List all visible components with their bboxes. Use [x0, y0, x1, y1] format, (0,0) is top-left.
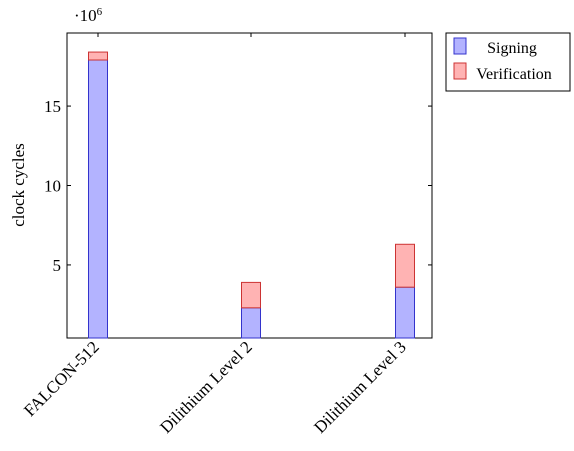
legend-swatch-signing: [453, 37, 467, 55]
legend: Signing Verification: [445, 32, 571, 92]
y-scale-label: ·106: [74, 6, 103, 25]
y-tick-label-1: 10: [44, 177, 61, 196]
bar-signing-dilithium-level-3: [395, 286, 415, 339]
bar-signing-falcon-512: [88, 59, 108, 339]
y-scale-exponent: 6: [97, 6, 103, 18]
legend-box: [445, 32, 571, 92]
bar-verification-falcon-512: [88, 51, 108, 61]
y-axis-label: clock cycles: [9, 143, 28, 227]
x-tick-label-dilithium-level-2: Dilithium Level 2: [156, 337, 256, 437]
bar-verification-dilithium-level-3: [395, 243, 415, 288]
x-tick-label-falcon-512: FALCON-512: [20, 337, 103, 420]
y-tick-label-0: 5: [53, 256, 62, 275]
x-tick-labels: FALCON-512 Dilithium Level 2 Dilithium Lev…: [20, 337, 410, 437]
y-ticks: 5 10 15: [44, 97, 432, 275]
x-tick-label-dilithium-level-3: Dilithium Level 3: [310, 337, 410, 437]
bar-verification-dilithium-level-2: [241, 281, 261, 309]
legend-label-verification: Verification: [476, 66, 552, 83]
legend-swatch-verification: [453, 62, 467, 80]
bar-signing-dilithium-level-2: [241, 307, 261, 339]
bars: [88, 51, 415, 339]
legend-label-signing: Signing: [487, 40, 537, 57]
y-tick-label-2: 15: [44, 97, 61, 116]
